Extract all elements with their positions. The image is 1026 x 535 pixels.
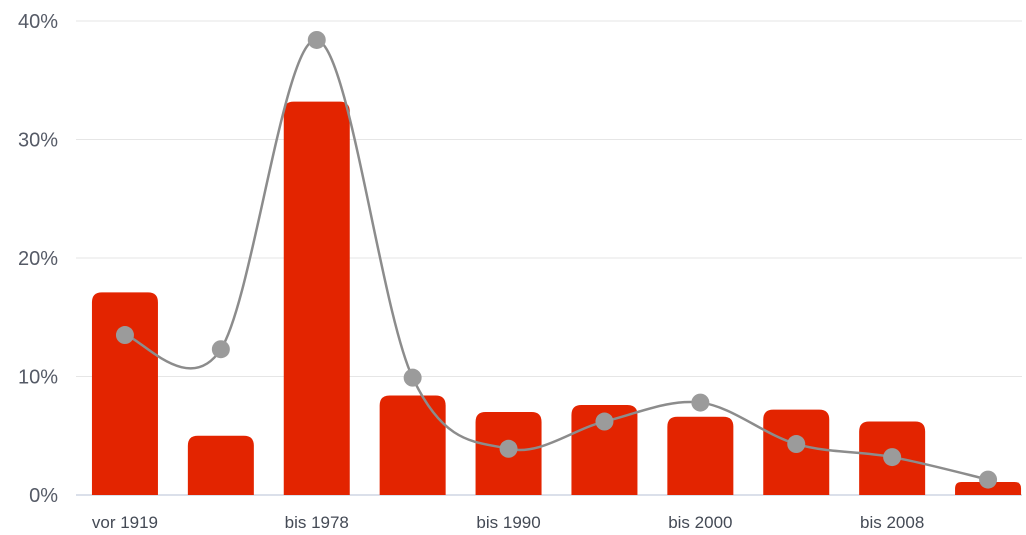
bar [91,292,158,495]
x-tick-label: bis 1990 [476,513,540,532]
bar [667,416,734,495]
y-tick-label: 20% [18,248,58,270]
y-tick-label: 40% [18,11,58,33]
line-point [211,340,230,359]
bar [379,395,446,495]
bar-series [91,101,1022,495]
line-point [499,439,518,458]
line-point [883,448,902,467]
line-point [787,435,806,454]
series-line [124,38,989,481]
bar [187,435,254,495]
y-axis-ticks: 0% 10% 20% 30% 40% [18,11,58,507]
line-point [691,393,710,412]
x-tick-label: bis 2000 [668,513,732,532]
y-tick-label: 30% [18,130,58,152]
x-tick-label: bis 1978 [285,513,349,532]
line-series [115,30,998,489]
line-point [403,368,422,387]
x-tick-label: vor 1919 [92,513,158,532]
line-point [307,30,326,49]
line-point [595,412,614,431]
y-tick-label: 10% [18,367,58,389]
bar [283,101,350,495]
x-axis-ticks: vor 1919 bis 1978 bis 1990 bis 2000 bis 2008 [92,513,924,532]
y-tick-label: 0% [29,485,58,507]
line-point [979,470,998,489]
line-point [115,326,134,345]
x-tick-label: bis 2008 [860,513,924,532]
